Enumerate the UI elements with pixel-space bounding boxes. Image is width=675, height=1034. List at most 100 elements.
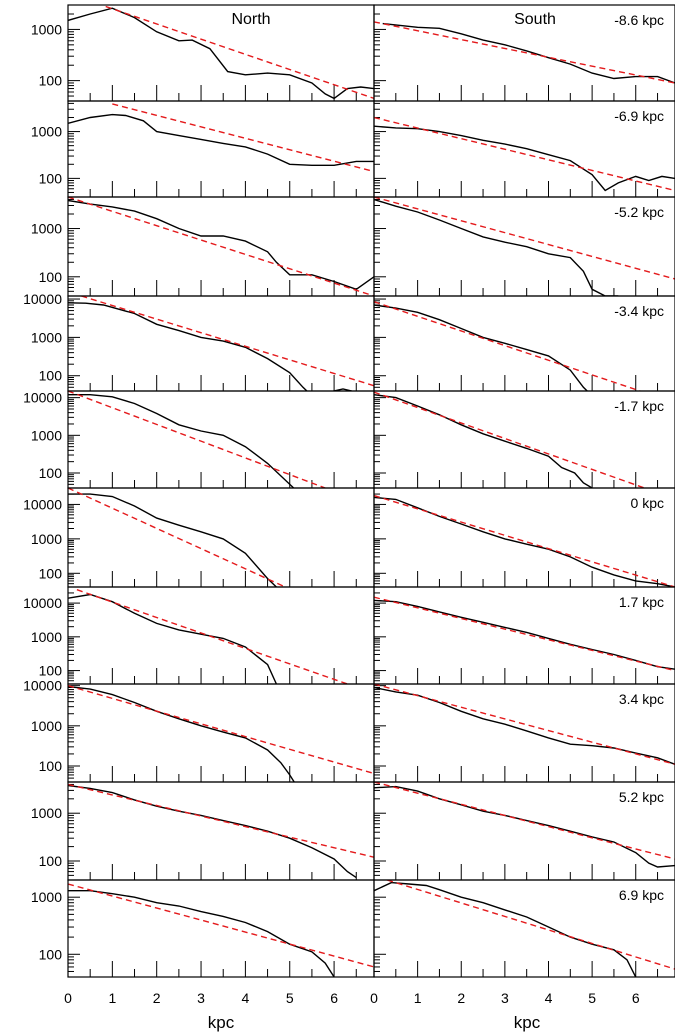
panel-south-2 [373,196,675,297]
x-tick-label: 1 [414,990,422,1006]
x-tick-label: 0 [370,990,378,1006]
row-label-6: 1.7 kpc [619,594,664,610]
measured-line-north-6 [68,593,278,684]
panel-north-5 [67,487,375,588]
panel-north-9 [67,879,375,978]
measured-line-south-2 [374,198,619,296]
panel-north-1 [67,100,375,198]
x-tick-label: 4 [241,990,249,1006]
measured-line-south-9 [374,881,637,977]
row-label-2: -5.2 kpc [614,204,664,220]
x-tick-label: 6 [632,990,640,1006]
fit-line-north-9 [68,883,374,968]
panel-frame [373,879,675,978]
y-tick-label: 10000 [23,678,62,694]
x-tick-label: 6 [330,990,338,1006]
panel-north-2 [67,196,375,297]
x-tick-label: 5 [588,990,596,1006]
x-tick-label: 4 [545,990,553,1006]
fit-line-south-5 [374,494,675,587]
x-tick-label: 1 [108,990,116,1006]
y-tick-label: 10000 [23,390,62,406]
column-title-north: North [231,11,270,28]
y-tick-label: 1000 [31,889,62,905]
row-label-7: 3.4 kpc [619,691,664,707]
measured-line-north-0 [68,7,374,100]
row-label-0: -8.6 kpc [614,12,664,28]
panel-south-5 [373,487,675,588]
fit-line-north-3 [81,296,374,387]
measured-line-south-0 [382,22,675,84]
panel-frame [67,4,375,102]
y-tick-label: 100 [39,758,63,774]
fit-line-south-8 [374,782,675,860]
measured-line-south-3 [374,304,589,391]
measured-line-south-8 [374,785,675,868]
panel-north-7 [67,683,375,783]
fit-line-north-7 [68,685,374,775]
panel-north-6 [67,586,375,685]
fit-line-north-6 [76,589,348,684]
fit-line-south-1 [374,116,675,192]
y-tick-label: 100 [39,269,63,285]
measured-line-south-4 [374,394,593,488]
row-label-1: -6.9 kpc [614,108,664,124]
y-tick-label: 1000 [31,531,62,547]
fit-line-south-0 [374,21,675,84]
row-label-8: 5.2 kpc [619,789,664,805]
panel-south-9 [373,879,675,978]
panel-frame [67,295,375,392]
fit-line-north-8 [68,783,374,858]
measured-line-north-5 [68,493,277,587]
fit-line-north-5 [68,488,286,587]
panel-frame [67,781,375,881]
fit-line-south-4 [374,391,645,488]
y-tick-label: 10000 [23,496,62,512]
measured-line-south-1 [374,125,675,192]
x-axis-title-south: kpc [514,1013,541,1032]
x-tick-label: 3 [197,990,205,1006]
panel-north-3 [67,295,375,392]
fit-line-north-0 [105,5,374,100]
measured-line-north-3 [68,302,352,391]
panel-north-8 [67,781,375,881]
measured-line-north-1 [68,113,374,166]
x-tick-label: 5 [286,990,294,1006]
x-tick-label: 0 [64,990,72,1006]
measured-line-north-2 [68,199,374,291]
row-label-5: 0 kpc [631,495,664,511]
row-label-4: -1.7 kpc [614,398,664,414]
y-tick-label: 1000 [31,629,62,645]
measured-line-north-7 [68,685,295,782]
fit-line-north-2 [68,197,374,296]
measured-line-north-9 [68,890,335,977]
fit-line-north-4 [68,391,326,488]
y-tick-label: 100 [39,73,63,89]
y-tick-label: 100 [39,170,63,186]
column-title-south: South [514,11,556,28]
fit-line-south-6 [374,596,675,672]
y-tick-label: 1000 [31,221,62,237]
fit-line-north-1 [112,103,374,173]
measured-line-south-6 [374,599,675,670]
y-tick-label: 100 [39,368,63,384]
x-tick-label: 2 [457,990,465,1006]
y-tick-label: 100 [39,946,63,962]
x-axis-title-north: kpc [208,1013,235,1032]
panel-north-0 [67,4,375,102]
y-tick-label: 100 [39,853,63,869]
x-tick-label: 3 [501,990,509,1006]
measured-line-north-4 [68,394,295,488]
y-tick-label: 1000 [31,329,62,345]
panel-frame [67,390,375,489]
fit-line-south-2 [374,197,675,280]
row-label-9: 6.9 kpc [619,887,664,903]
y-tick-label: 1000 [31,21,62,37]
panel-frame [67,586,375,685]
y-tick-label: 100 [39,565,63,581]
y-tick-label: 1000 [31,124,62,140]
y-tick-label: 100 [39,465,63,481]
fit-line-south-7 [374,684,675,765]
x-tick-label: 2 [153,990,161,1006]
